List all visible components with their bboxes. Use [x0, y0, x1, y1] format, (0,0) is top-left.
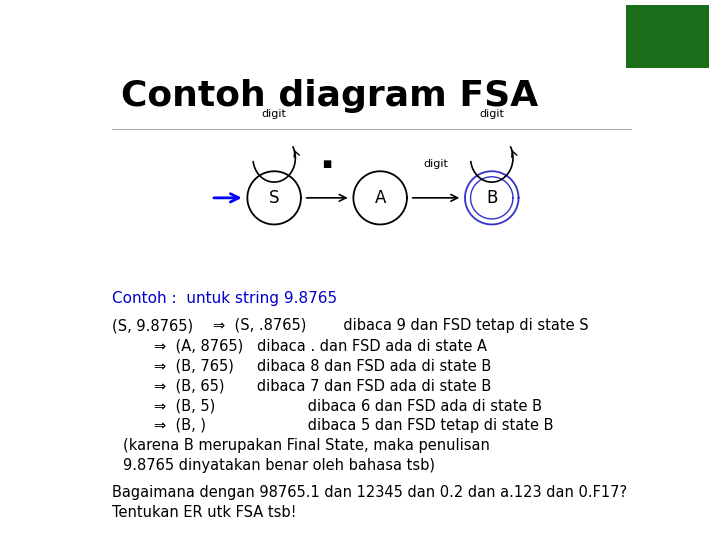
Circle shape — [644, 13, 691, 60]
Text: Tentukan ER utk FSA tsb!: Tentukan ER utk FSA tsb! — [112, 505, 297, 520]
Text: S: S — [269, 189, 279, 207]
Text: ⇒  (B, 65)       dibaca 7 dan FSD ada di state B: ⇒ (B, 65) dibaca 7 dan FSD ada di state … — [154, 379, 492, 393]
Text: ⇒  (B, )                      dibaca 5 dan FSD tetap di state B: ⇒ (B, ) dibaca 5 dan FSD tetap di state … — [154, 418, 554, 433]
Text: 9.8765 dinyatakan benar oleh bahasa tsb): 9.8765 dinyatakan benar oleh bahasa tsb) — [124, 458, 436, 473]
Text: A: A — [374, 189, 386, 207]
Text: ■: ■ — [323, 159, 332, 169]
Text: ⇒  (A, 8765)   dibaca . dan FSD ada di state A: ⇒ (A, 8765) dibaca . dan FSD ada di stat… — [154, 339, 487, 353]
Text: B: B — [486, 189, 498, 207]
Text: (karena B merupakan Final State, maka penulisan: (karena B merupakan Final State, maka pe… — [124, 438, 490, 453]
Text: (S, 9.8765): (S, 9.8765) — [112, 319, 194, 333]
Text: Contoh diagram FSA: Contoh diagram FSA — [121, 79, 538, 113]
Text: ☺: ☺ — [657, 25, 678, 44]
Text: digit: digit — [261, 109, 287, 119]
Text: digit: digit — [480, 109, 504, 119]
Text: digit: digit — [423, 159, 449, 169]
Text: ⇒  (B, 765)     dibaca 8 dan FSD ada di state B: ⇒ (B, 765) dibaca 8 dan FSD ada di state… — [154, 359, 492, 373]
Text: ⇒  (B, 5)                    dibaca 6 dan FSD ada di state B: ⇒ (B, 5) dibaca 6 dan FSD ada di state B — [154, 399, 542, 413]
Circle shape — [651, 19, 685, 53]
Text: Bagaimana dengan 98765.1 dan 12345 dan 0.2 dan a.123 dan 0.F17?: Bagaimana dengan 98765.1 dan 12345 dan 0… — [112, 485, 627, 500]
Text: ⇒  (S, .8765)        dibaca 9 dan FSD tetap di state S: ⇒ (S, .8765) dibaca 9 dan FSD tetap di s… — [213, 319, 588, 333]
Text: Contoh :  untuk string 9.8765: Contoh : untuk string 9.8765 — [112, 292, 338, 306]
